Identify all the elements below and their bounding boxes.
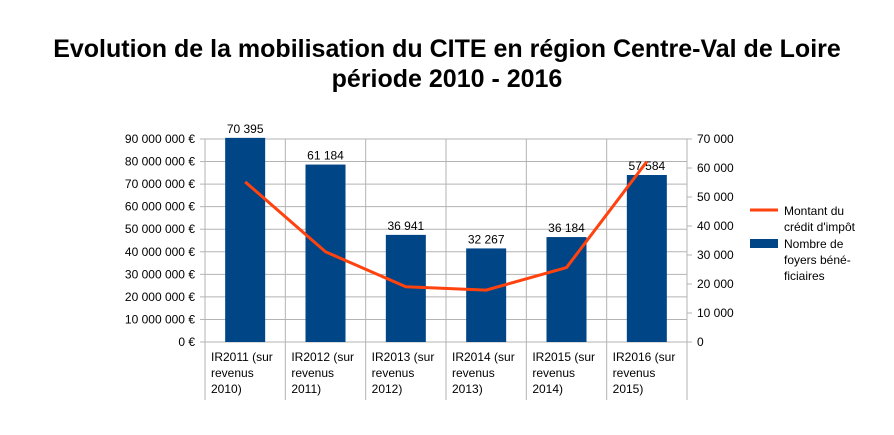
x-category-label: IR2012 (sur xyxy=(291,350,354,364)
y-left-tick-label: 60 000 000 € xyxy=(125,200,195,214)
y-left-tick-label: 30 000 000 € xyxy=(125,267,195,281)
y-left-tick-label: 0 € xyxy=(178,335,195,349)
y-left-tick-label: 70 000 000 € xyxy=(125,177,195,191)
x-category-label: revenus xyxy=(532,366,575,380)
x-category-label: 2014) xyxy=(532,382,563,396)
legend-label-foyers: ficiaires xyxy=(784,269,825,283)
chart-title-line-1: Evolution de la mobilisation du CITE en … xyxy=(53,35,841,63)
bar xyxy=(466,248,507,342)
y-right-tick-label: 10 000 xyxy=(697,306,734,320)
x-category-label: 2011) xyxy=(291,382,321,396)
bar-data-label: 36 941 xyxy=(387,219,424,233)
legend-label-montant: Montant du xyxy=(784,204,844,218)
legend-label-foyers: foyers béné- xyxy=(784,253,851,267)
x-category-label: IR2011 (sur xyxy=(211,350,273,364)
x-category-label: revenus xyxy=(613,366,656,380)
y-right-tick-label: 60 000 xyxy=(697,161,734,175)
bar xyxy=(626,175,667,342)
x-category-label: IR2014 (sur xyxy=(452,350,515,364)
y-left-tick-label: 50 000 000 € xyxy=(125,222,195,236)
x-category-label: IR2015 (sur xyxy=(532,350,595,364)
line-series-montant xyxy=(244,160,649,292)
bar-data-label: 32 267 xyxy=(468,232,505,246)
bar xyxy=(225,137,266,342)
chart-title-line-2: période 2010 - 2016 xyxy=(331,65,563,93)
y-right-tick-label: 30 000 xyxy=(697,248,734,262)
y-right-tick-label: 50 000 xyxy=(697,190,734,204)
bar xyxy=(546,237,587,342)
x-category-label: IR2013 (sur xyxy=(372,350,435,364)
x-category-label: 2010) xyxy=(211,382,242,396)
legend-label-montant: crédit d'impôt xyxy=(784,220,856,234)
y-right-tick-label: 70 000 xyxy=(697,132,734,146)
y-right-tick-label: 0 xyxy=(697,335,704,349)
legend-swatch-bar xyxy=(750,239,778,248)
y-left-tick-label: 40 000 000 € xyxy=(125,245,195,259)
y-right-tick-label: 20 000 xyxy=(697,277,734,291)
bar-data-label: 70 395 xyxy=(227,122,264,136)
chart-title: Evolution de la mobilisation du CITE en … xyxy=(0,34,894,94)
x-category-label: revenus xyxy=(372,366,415,380)
x-category-label: IR2016 (sur xyxy=(613,350,676,364)
bar-data-label: 57 584 xyxy=(628,159,665,173)
y-left-tick-label: 20 000 000 € xyxy=(125,290,195,304)
x-category-label: 2015) xyxy=(613,382,644,396)
x-category-label: revenus xyxy=(211,366,254,380)
x-category-label: 2013) xyxy=(452,382,483,396)
bar-data-label: 36 184 xyxy=(548,221,585,235)
y-left-tick-label: 80 000 000 € xyxy=(125,155,195,169)
legend-label-foyers: Nombre de xyxy=(784,237,844,251)
bar-data-label: 61 184 xyxy=(307,149,344,163)
x-category-label: 2012) xyxy=(372,382,403,396)
x-category-label: revenus xyxy=(291,366,334,380)
y-left-tick-label: 90 000 000 € xyxy=(125,132,195,146)
y-right-tick-label: 40 000 xyxy=(697,219,734,233)
y-left-tick-label: 10 000 000 € xyxy=(125,312,195,326)
x-category-label: revenus xyxy=(452,366,495,380)
